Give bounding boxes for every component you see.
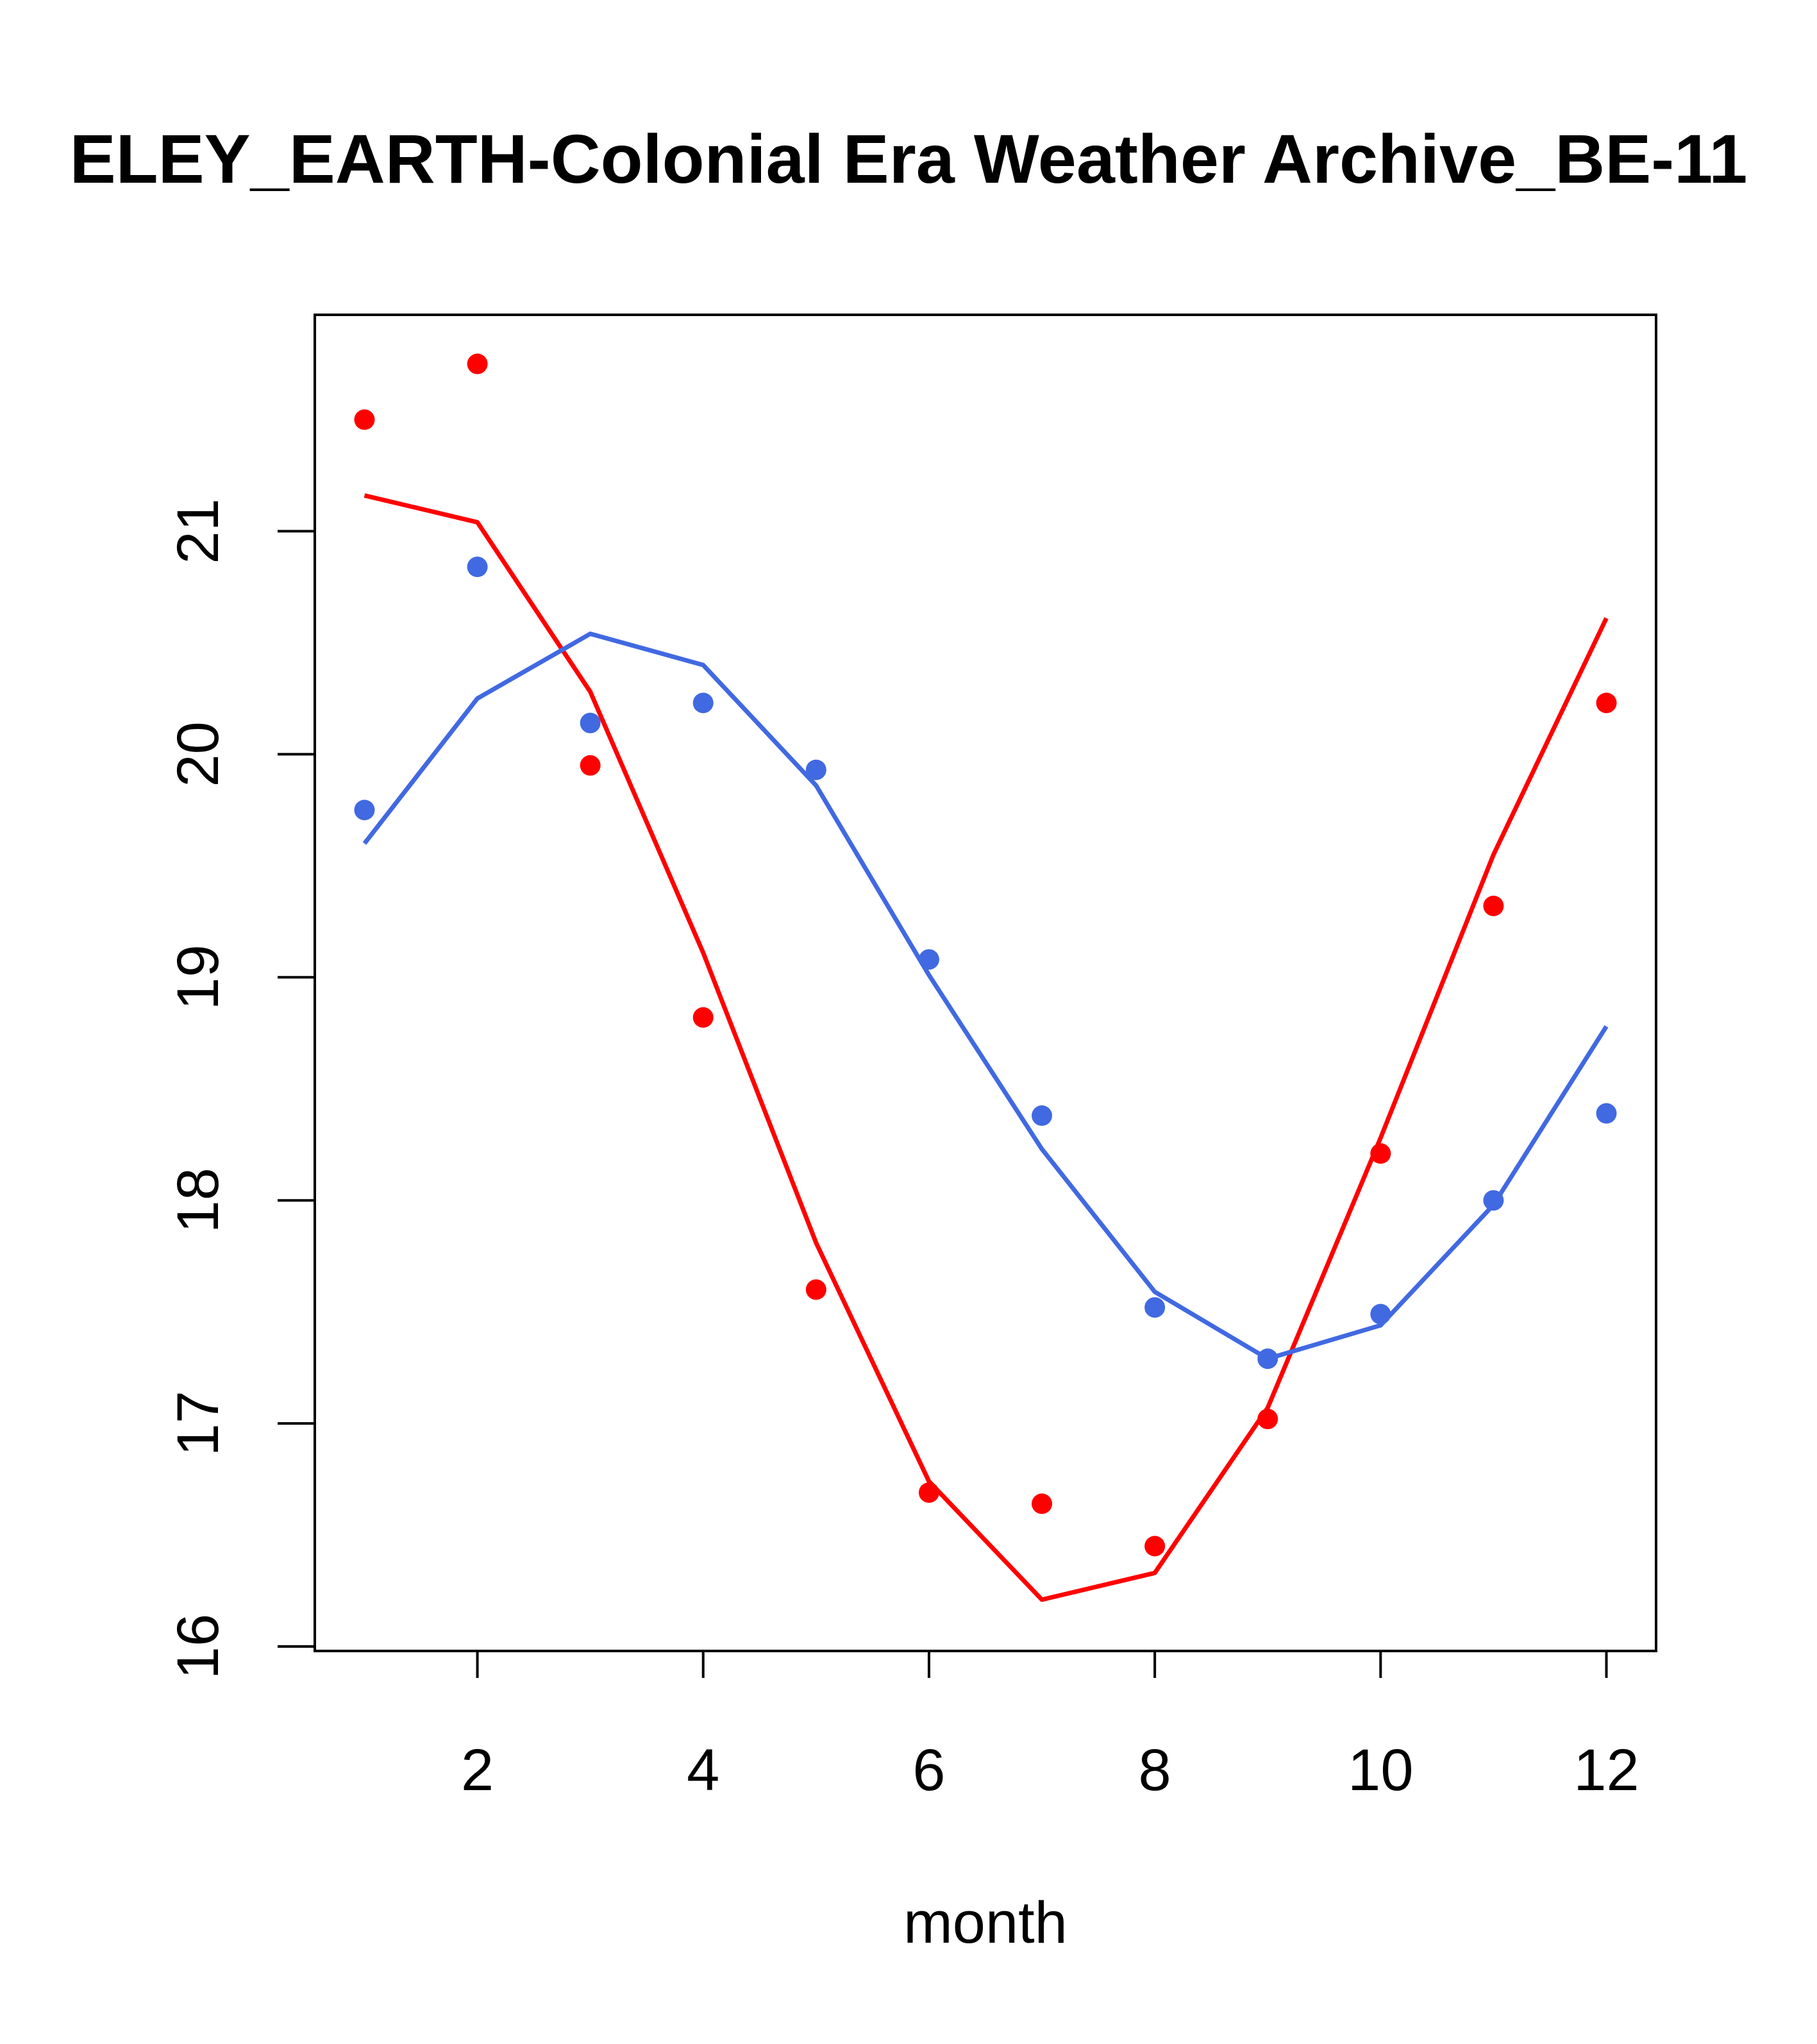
x-tick-label: 12	[1573, 1738, 1639, 1803]
series-1-point	[918, 1482, 939, 1503]
series-1-point	[1032, 1493, 1053, 1514]
series-2-point	[1596, 1103, 1617, 1124]
series-1-point	[805, 1279, 826, 1300]
y-tick-label: 17	[165, 1391, 231, 1456]
series-2-point	[1032, 1105, 1053, 1127]
y-tick-label: 21	[165, 498, 231, 564]
series-2-point	[1483, 1190, 1504, 1211]
y-tick-label: 20	[165, 721, 231, 787]
series-2-point	[467, 557, 488, 578]
series-1-point	[580, 755, 601, 776]
series-2-point	[805, 759, 826, 780]
series-1	[354, 353, 1617, 1602]
series-2-point	[918, 949, 939, 970]
x-tick-label: 10	[1348, 1738, 1413, 1803]
series-2-point	[580, 712, 601, 733]
x-tick-label: 8	[1139, 1738, 1171, 1803]
series-1-line	[364, 493, 1609, 1602]
y-tick-label: 16	[165, 1614, 231, 1679]
chart-title: ELEY_EARTH-Colonial Era Weather Archive_…	[70, 120, 1748, 197]
series-1-point	[354, 409, 375, 430]
series-2-point	[1257, 1348, 1278, 1370]
series-2-point	[354, 800, 375, 821]
x-axis: 2 4 6 8 10 12	[461, 1650, 1639, 1803]
y-tick-label: 19	[165, 944, 231, 1010]
plot-frame	[314, 314, 1657, 1652]
x-axis-title: month	[903, 1890, 1068, 1956]
series-2-line	[362, 632, 1609, 1361]
series-1-point	[1257, 1409, 1278, 1430]
series-1-point	[1483, 895, 1504, 916]
series-1-point	[1370, 1143, 1391, 1164]
series-2-point	[1370, 1303, 1391, 1325]
series-1-point	[1144, 1536, 1166, 1557]
y-axis: 16 17 18 19 20 21	[165, 498, 316, 1679]
series-1-point	[692, 1007, 714, 1028]
y-tick-label: 18	[165, 1168, 231, 1233]
series-2-point	[692, 692, 714, 714]
series-2-point	[1144, 1297, 1166, 1318]
x-tick-label: 6	[912, 1738, 945, 1803]
series-1-point	[1596, 692, 1617, 714]
series-layer	[354, 353, 1617, 1602]
x-tick-label: 2	[461, 1738, 494, 1803]
series-1-point	[467, 353, 488, 374]
series-2	[354, 557, 1617, 1370]
x-tick-label: 4	[687, 1738, 719, 1803]
